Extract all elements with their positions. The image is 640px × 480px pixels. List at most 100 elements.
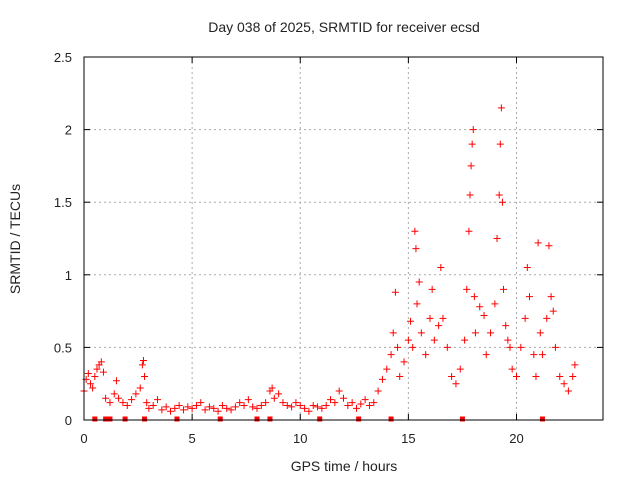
data-point	[456, 365, 464, 373]
x-tick-label: 0	[80, 431, 87, 446]
data-point	[99, 368, 107, 376]
data-point-baseline	[254, 416, 260, 422]
data-point	[188, 404, 196, 412]
data-point	[506, 343, 514, 351]
data-point-baseline	[142, 416, 148, 422]
data-point	[493, 235, 501, 242]
data-point	[128, 396, 136, 404]
data-point	[214, 407, 222, 415]
data-point	[428, 285, 436, 293]
data-point	[389, 329, 397, 337]
data-point-baseline	[92, 416, 98, 422]
data-point	[468, 140, 476, 148]
data-point	[197, 399, 205, 407]
data-point	[119, 399, 127, 407]
data-point	[167, 407, 174, 415]
data-point	[374, 387, 382, 395]
data-point	[530, 351, 538, 359]
data-point-baseline	[107, 416, 113, 422]
data-point-baseline	[122, 416, 128, 422]
data-point	[249, 403, 257, 411]
data-point	[412, 245, 420, 253]
data-point	[136, 384, 144, 392]
data-point	[470, 293, 478, 301]
data-point	[525, 293, 533, 301]
data-point-baseline	[103, 416, 109, 422]
data-point	[469, 126, 477, 134]
data-point	[305, 407, 313, 415]
data-point	[538, 351, 546, 359]
data-point-baseline	[539, 416, 545, 422]
data-point	[91, 372, 99, 380]
data-point	[89, 384, 97, 392]
data-point	[86, 380, 94, 388]
data-point	[569, 372, 577, 380]
x-tick-label: 5	[189, 431, 196, 446]
data-point	[102, 394, 110, 402]
data-point	[491, 300, 499, 308]
data-point	[268, 384, 276, 392]
data-point	[227, 406, 235, 414]
data-point	[309, 401, 317, 409]
data-point	[536, 329, 544, 337]
data-point	[495, 191, 503, 199]
data-point	[110, 390, 118, 398]
data-point	[270, 394, 278, 402]
data-point	[244, 396, 252, 404]
data-point	[439, 314, 447, 322]
data-point	[549, 307, 557, 315]
data-point	[487, 329, 495, 337]
data-point	[545, 242, 553, 250]
data-point	[145, 404, 153, 412]
data-point	[344, 401, 352, 409]
data-point	[443, 343, 451, 351]
data-point	[275, 390, 283, 398]
data-point	[262, 399, 270, 407]
data-point	[400, 358, 408, 366]
data-point	[97, 358, 105, 366]
y-tick-label: 1.5	[54, 195, 72, 210]
data-point	[143, 399, 151, 407]
data-point	[253, 404, 261, 412]
data-point	[430, 336, 438, 344]
data-point	[93, 365, 101, 373]
data-point	[123, 401, 131, 409]
data-point	[370, 399, 378, 407]
x-axis-label: GPS time / hours	[291, 458, 398, 474]
data-point	[175, 401, 183, 409]
data-point	[171, 404, 179, 412]
data-point	[162, 403, 170, 411]
data-point	[205, 403, 213, 411]
data-point	[132, 390, 140, 398]
data-point	[112, 377, 120, 385]
data-point	[231, 403, 239, 411]
data-point	[292, 399, 300, 407]
data-point	[340, 394, 347, 402]
chart-title: Day 038 of 2025, SRMTID for receiver ecs…	[208, 19, 480, 35]
data-point	[534, 239, 542, 247]
data-point	[348, 399, 356, 407]
data-point	[314, 403, 322, 411]
data-point	[448, 372, 456, 380]
data-point	[480, 311, 488, 319]
data-point	[415, 278, 423, 286]
data-point	[517, 343, 525, 351]
data-point	[184, 403, 192, 411]
data-point	[523, 264, 531, 272]
data-point	[115, 394, 123, 402]
data-point	[471, 329, 479, 337]
data-point	[497, 104, 505, 112]
data-point	[571, 361, 579, 369]
data-point	[521, 314, 529, 322]
data-point	[335, 387, 343, 395]
grid	[84, 57, 603, 420]
data-point-baseline	[356, 416, 362, 422]
data-point	[192, 401, 200, 409]
data-point	[564, 387, 572, 395]
data-point	[500, 285, 508, 293]
y-tick-label: 1	[65, 268, 72, 283]
data-point	[532, 372, 540, 380]
data-point	[179, 406, 187, 414]
data-point	[154, 396, 162, 404]
data-point	[556, 372, 564, 380]
